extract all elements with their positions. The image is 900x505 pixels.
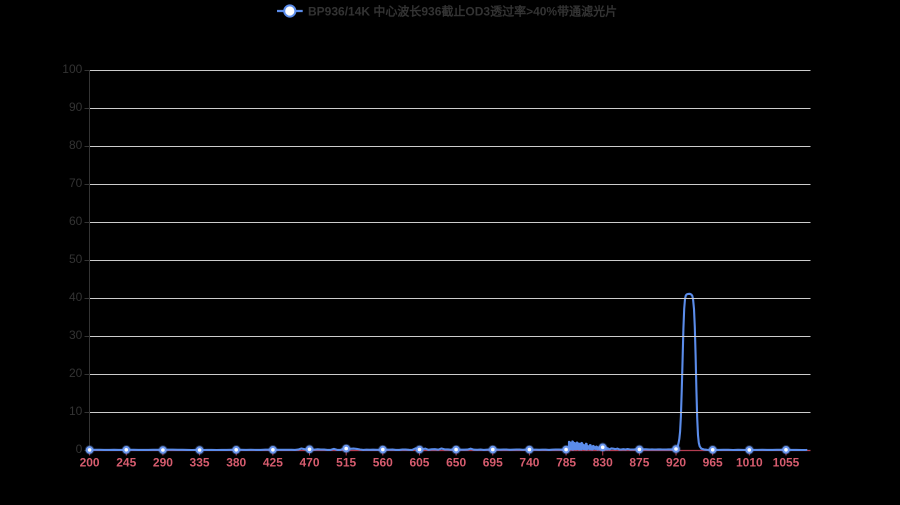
svg-text:380: 380 bbox=[226, 456, 246, 470]
svg-text:470: 470 bbox=[299, 456, 319, 470]
svg-text:515: 515 bbox=[336, 456, 356, 470]
svg-text:1010: 1010 bbox=[736, 456, 763, 470]
svg-text:650: 650 bbox=[446, 456, 466, 470]
svg-text:785: 785 bbox=[556, 456, 576, 470]
svg-text:40: 40 bbox=[69, 290, 83, 304]
svg-text:560: 560 bbox=[373, 456, 393, 470]
svg-text:80: 80 bbox=[69, 138, 83, 152]
svg-text:90: 90 bbox=[69, 100, 83, 114]
svg-text:335: 335 bbox=[190, 456, 210, 470]
svg-text:BP936/14K 中心波长936截止OD3透过率>40%带: BP936/14K 中心波长936截止OD3透过率>40%带通滤光片 bbox=[308, 3, 617, 18]
svg-text:200: 200 bbox=[80, 456, 100, 470]
svg-text:290: 290 bbox=[153, 456, 173, 470]
svg-text:70: 70 bbox=[69, 176, 83, 190]
svg-text:965: 965 bbox=[703, 456, 723, 470]
svg-text:245: 245 bbox=[116, 456, 136, 470]
svg-text:50: 50 bbox=[69, 252, 83, 266]
svg-text:425: 425 bbox=[263, 456, 283, 470]
svg-text:30: 30 bbox=[69, 328, 83, 342]
svg-text:20: 20 bbox=[69, 366, 83, 380]
svg-text:875: 875 bbox=[629, 456, 649, 470]
svg-text:830: 830 bbox=[593, 456, 613, 470]
svg-text:60: 60 bbox=[69, 214, 83, 228]
svg-text:10: 10 bbox=[69, 404, 83, 418]
svg-text:100: 100 bbox=[62, 62, 82, 76]
svg-text:0: 0 bbox=[76, 442, 83, 456]
svg-text:605: 605 bbox=[409, 456, 429, 470]
svg-text:1055: 1055 bbox=[773, 456, 800, 470]
svg-text:695: 695 bbox=[483, 456, 503, 470]
svg-text:920: 920 bbox=[666, 456, 686, 470]
svg-text:740: 740 bbox=[519, 456, 539, 470]
